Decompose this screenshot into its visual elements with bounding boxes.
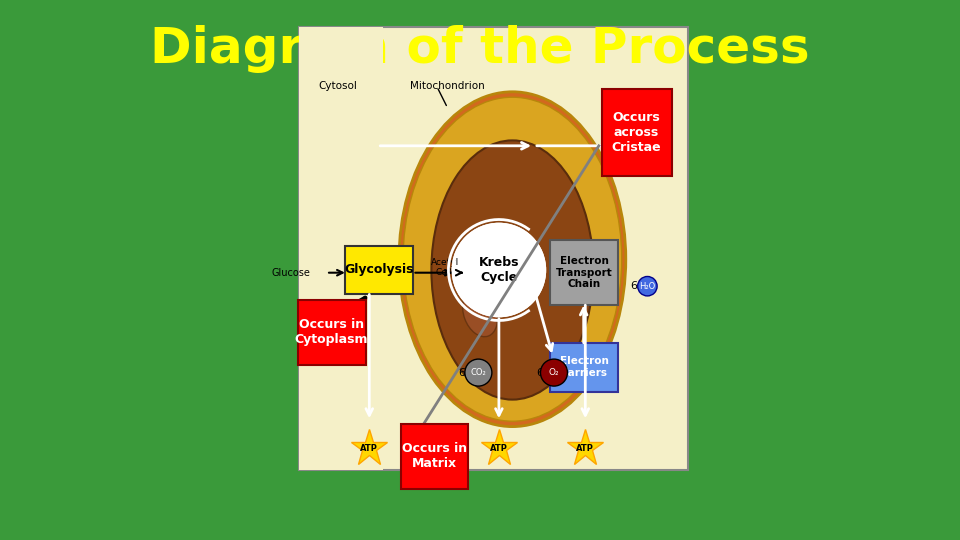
Text: Krebs
Cycle: Krebs Cycle [479,256,519,284]
FancyBboxPatch shape [400,424,468,489]
Text: Electron
Carriers: Electron Carriers [560,356,609,378]
Text: Electron
Transport
Chain: Electron Transport Chain [556,256,612,289]
Text: Mitochondrion: Mitochondrion [410,82,485,91]
Ellipse shape [431,140,593,400]
Circle shape [453,224,545,316]
Text: 6: 6 [631,281,637,291]
Text: Glycolysis: Glycolysis [344,264,414,276]
FancyBboxPatch shape [298,300,366,365]
Text: Occurs in
Cytoplasm: Occurs in Cytoplasm [295,318,369,346]
Text: Diagram of the Process: Diagram of the Process [150,25,810,72]
Ellipse shape [399,92,626,427]
FancyBboxPatch shape [345,246,413,294]
Text: Acetyl
CoA: Acetyl CoA [431,258,459,277]
FancyBboxPatch shape [550,240,617,305]
Circle shape [637,276,658,296]
Text: CO₂: CO₂ [470,368,487,377]
FancyBboxPatch shape [602,89,672,176]
Text: Cytosol: Cytosol [318,82,357,91]
Text: 6: 6 [536,368,543,377]
Circle shape [465,359,492,386]
FancyBboxPatch shape [300,27,383,470]
Text: O₂: O₂ [549,368,560,377]
Circle shape [540,359,567,386]
Ellipse shape [403,97,622,421]
Text: Occurs
across
Cristae: Occurs across Cristae [612,111,661,154]
Text: ATP: ATP [490,444,508,453]
Ellipse shape [484,262,519,310]
Ellipse shape [463,289,497,337]
FancyBboxPatch shape [300,27,688,470]
Text: Glucose: Glucose [271,268,310,278]
Text: Occurs in
Matrix: Occurs in Matrix [401,442,467,470]
Text: H₂O: H₂O [639,282,656,291]
Text: ATP: ATP [576,444,594,453]
FancyBboxPatch shape [550,343,617,391]
Text: 6: 6 [459,368,466,377]
Ellipse shape [506,235,540,283]
Text: ATP: ATP [360,444,378,453]
